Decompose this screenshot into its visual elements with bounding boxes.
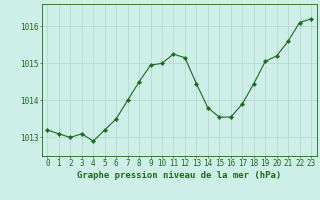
X-axis label: Graphe pression niveau de la mer (hPa): Graphe pression niveau de la mer (hPa) bbox=[77, 171, 281, 180]
